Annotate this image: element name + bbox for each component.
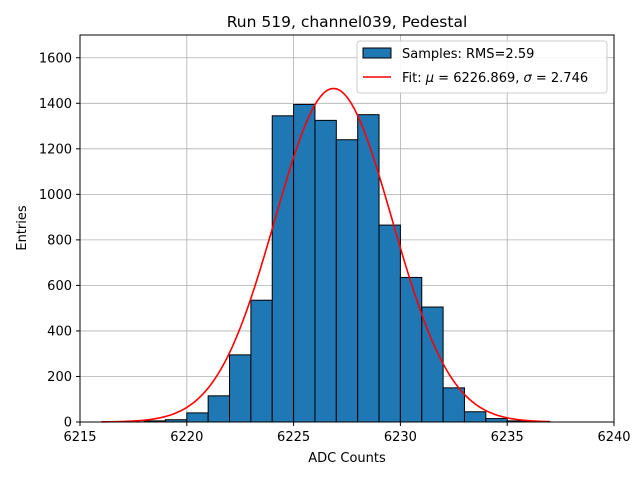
histogram-bar (207, 395, 231, 423)
chart-title: Run 519, channel039, Pedestal (227, 13, 468, 31)
histogram-bar (186, 412, 209, 423)
x-tick-label: 6240 (597, 430, 630, 445)
histogram-bar (357, 114, 380, 423)
legend-fit-label: Fit: μ = 6226.869, σ = 2.746 (402, 71, 588, 86)
histogram-bar (485, 418, 508, 423)
y-tick-label: 800 (47, 233, 72, 248)
y-axis-ticks: 0 200 400 600 800 1000 1200 1400 1600 (39, 51, 80, 431)
x-axis-label: ADC Counts (308, 451, 386, 466)
histogram-bar (271, 115, 295, 423)
histogram-bar (250, 299, 273, 423)
y-tick-label: 1200 (39, 142, 72, 157)
y-axis-label: Entries (15, 205, 30, 251)
histogram-bar (314, 119, 337, 423)
y-tick-label: 400 (47, 324, 72, 339)
fit-curve (101, 87, 550, 423)
y-tick-label: 1000 (39, 188, 72, 203)
legend-histogram-label: Samples: RMS=2.59 (402, 47, 534, 62)
legend-histogram-swatch (362, 47, 392, 59)
legend: Samples: RMS=2.59 Fit: μ = 6226.869, σ =… (356, 40, 608, 94)
x-axis-ticks: 6215 6220 6225 6230 6235 6240 (63, 422, 631, 445)
y-tick-label: 1600 (39, 51, 72, 66)
x-tick-label: 6230 (384, 430, 417, 445)
y-tick-label: 0 (64, 416, 72, 431)
histogram-bar (293, 103, 316, 423)
x-tick-label: 6235 (491, 430, 524, 445)
histogram-bar (229, 354, 252, 423)
y-tick-label: 600 (47, 279, 72, 294)
histogram-bar (378, 224, 401, 423)
x-tick-label: 6215 (63, 430, 96, 445)
y-tick-label: 1400 (39, 97, 72, 112)
histogram-bars (143, 103, 551, 423)
histogram-bar (399, 276, 423, 423)
x-tick-label: 6225 (277, 430, 310, 445)
plot-frame (79, 34, 615, 423)
legend-box (356, 40, 608, 94)
y-tick-label: 200 (47, 370, 72, 385)
histogram-bar (442, 387, 465, 423)
histogram-bar (335, 139, 359, 423)
x-tick-label: 6220 (170, 430, 203, 445)
histogram-bar (463, 411, 487, 423)
